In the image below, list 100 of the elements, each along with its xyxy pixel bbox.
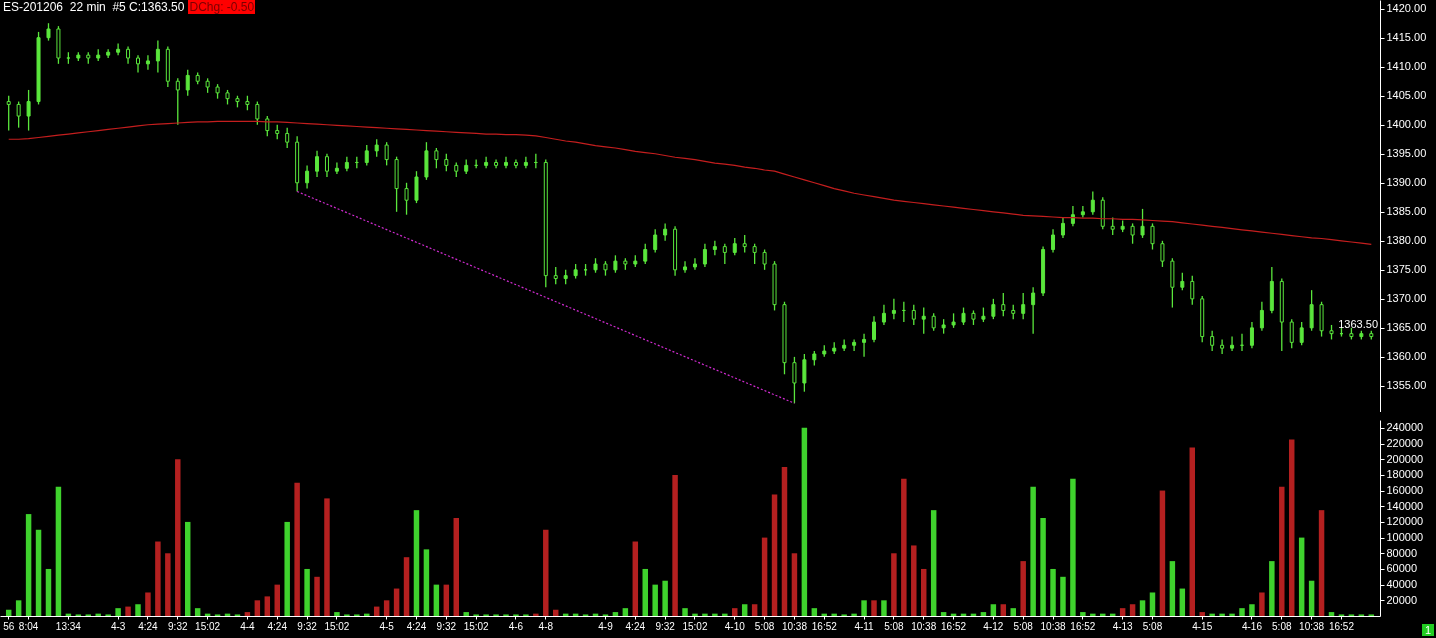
bar — [194, 608, 201, 616]
candlestick — [324, 153, 329, 178]
bar — [871, 600, 877, 616]
bar — [891, 553, 897, 616]
x-tick-label: 16:52 — [1070, 620, 1096, 632]
x-tick-label: 13:34 — [55, 620, 82, 632]
bar — [1239, 608, 1245, 616]
candlestick — [1150, 222, 1155, 251]
bar — [294, 482, 300, 616]
bar — [463, 612, 469, 616]
bar — [453, 518, 460, 616]
candlestick — [1230, 335, 1235, 352]
x-tick-label: 4-8 — [538, 620, 554, 632]
x-tick-label: 4-16 — [1241, 620, 1263, 632]
bar — [1328, 612, 1335, 616]
x-tick-label: 56 — [3, 620, 15, 632]
bar — [901, 478, 907, 616]
bar — [423, 549, 430, 616]
x-tick-label: 9:32 — [297, 620, 318, 632]
candlestick — [6, 95, 11, 132]
candlestick — [504, 156, 508, 169]
candlestick — [26, 89, 31, 132]
candlestick — [145, 54, 150, 71]
x-tick-label: 5:08 — [1272, 620, 1292, 632]
y-tick-label: 1380.00 — [1386, 234, 1427, 247]
candlestick — [702, 243, 707, 268]
candlestick — [1021, 292, 1026, 320]
candlestick — [1060, 216, 1065, 239]
bar — [692, 613, 698, 616]
bar — [791, 553, 798, 616]
bar — [1189, 447, 1196, 616]
bar — [1269, 561, 1275, 616]
x-tick-label: 10:38 — [781, 620, 808, 632]
candlestick — [1140, 208, 1145, 239]
candlestick — [255, 100, 260, 126]
x-tick-label: 16:52 — [1328, 620, 1355, 632]
candlestick — [1051, 228, 1056, 254]
bar — [1119, 608, 1126, 616]
candlestick — [1220, 338, 1225, 355]
x-tick-label: 4-15 — [1192, 620, 1213, 632]
y-tick-label: 1385.00 — [1386, 205, 1427, 218]
bar — [175, 459, 181, 616]
y-tick-label: 20000 — [1386, 593, 1418, 606]
bar — [642, 568, 648, 616]
bar — [1279, 486, 1285, 616]
bar — [244, 612, 251, 616]
candlestick — [404, 182, 409, 216]
y-tick-label: 1405.00 — [1386, 89, 1427, 102]
bar — [403, 557, 410, 616]
y-tick-label: 1370.00 — [1386, 292, 1427, 305]
chart-title: ES-201206 22 min #5 C:1363.50 — [3, 0, 185, 14]
x-tick-label: 4-13 — [1112, 620, 1134, 632]
x-tick-label: 9:32 — [168, 620, 188, 632]
y-tick-label: 1415.00 — [1386, 31, 1427, 44]
bar — [761, 537, 768, 616]
bar — [1249, 604, 1255, 616]
x-tick-label: 15:02 — [463, 620, 490, 632]
candlestick — [752, 243, 757, 265]
bar — [1308, 580, 1315, 616]
bar — [1199, 612, 1205, 616]
candlestick — [792, 356, 797, 404]
candlestick — [315, 150, 320, 178]
y-tick-label: 1410.00 — [1386, 60, 1427, 73]
bar — [751, 604, 758, 616]
candlestick — [663, 222, 668, 242]
bar — [184, 521, 191, 616]
bar — [1318, 510, 1325, 616]
y-tick-label: 220000 — [1386, 437, 1424, 450]
candlestick — [881, 304, 886, 326]
candlestick — [891, 298, 896, 320]
bar — [274, 584, 280, 616]
x-tick-label: 5:08 — [884, 620, 905, 632]
candlestick — [175, 77, 180, 126]
candlestick — [1160, 240, 1165, 268]
candlestick — [334, 161, 339, 175]
x-tick-label: 5:08 — [754, 620, 775, 632]
x-tick-label: 10:38 — [1299, 620, 1325, 632]
candlestick — [872, 315, 876, 344]
y-tick-label: 160000 — [1386, 484, 1424, 497]
bar — [25, 514, 32, 616]
bar — [920, 568, 927, 616]
candlestick — [434, 147, 439, 169]
bar — [861, 600, 867, 616]
candlestick — [683, 260, 688, 274]
x-tick-label: 15:02 — [682, 620, 708, 632]
y-tick-label: 180000 — [1386, 468, 1424, 481]
candlestick — [1289, 318, 1294, 349]
y-tick-label: 140000 — [1386, 499, 1424, 512]
bar — [672, 474, 678, 616]
bar — [125, 606, 131, 616]
candlestick — [16, 100, 21, 129]
candlestick — [1190, 274, 1195, 306]
candlestick — [991, 298, 996, 320]
annotation: DChg: -0.50 — [188, 0, 256, 14]
bar — [135, 604, 141, 616]
bar — [662, 580, 668, 616]
bar — [781, 467, 788, 616]
y-tick-label: 40000 — [1386, 578, 1418, 591]
bar — [1179, 588, 1186, 616]
x-tick-label: 4-6 — [508, 620, 524, 632]
